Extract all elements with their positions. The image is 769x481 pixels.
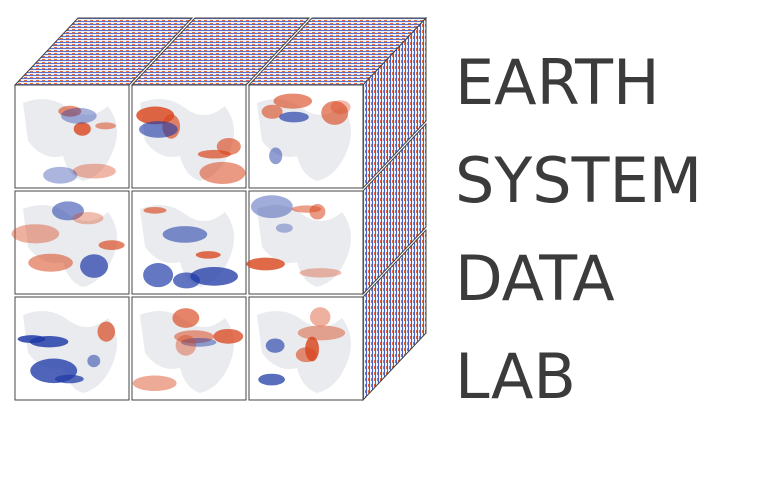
anomaly-orange — [172, 308, 200, 328]
title-line-lab: LAB — [455, 340, 576, 413]
anomaly-blue — [17, 335, 46, 343]
anomaly-blue — [279, 111, 309, 123]
anomaly-orange — [199, 161, 246, 184]
anomaly-orange — [132, 375, 177, 391]
anomaly-orange — [98, 240, 125, 250]
anomaly-blue — [180, 337, 217, 347]
map-landmass — [140, 311, 234, 393]
anomaly-orange — [73, 122, 91, 136]
title-line-earth: EARTH — [455, 46, 660, 119]
anomaly-blue — [190, 267, 238, 286]
anomaly-blue — [143, 263, 174, 288]
map-landmass — [257, 205, 351, 287]
anomaly-orange — [213, 328, 244, 344]
anomaly-orange — [309, 203, 326, 220]
anomaly-blue — [269, 147, 283, 165]
anomaly-orange — [305, 336, 319, 362]
anomaly-orange — [58, 105, 82, 117]
anomaly-blue — [162, 226, 208, 243]
anomaly-orange — [195, 251, 221, 259]
title-line-system: SYSTEM — [455, 144, 703, 217]
anomaly-blue — [54, 374, 84, 384]
anomaly-orange — [97, 321, 116, 342]
anomaly-orange — [309, 307, 331, 327]
anomaly-blue — [250, 195, 293, 219]
anomaly-orange — [297, 325, 346, 341]
anomaly-blue — [51, 201, 84, 221]
anomaly-orange — [321, 100, 349, 125]
anomaly-orange — [95, 122, 117, 130]
anomaly-orange — [216, 137, 241, 156]
map-landmass — [23, 99, 117, 181]
anomaly-blue — [265, 338, 285, 353]
data-cube-icon — [11, 16, 428, 402]
map-landmass — [140, 205, 234, 287]
anomaly-orange — [28, 253, 73, 272]
map-landmass — [23, 311, 117, 393]
anomaly-orange — [273, 93, 313, 109]
anomaly-orange — [72, 212, 104, 225]
title-line-data: DATA — [455, 242, 615, 315]
anomaly-orange — [261, 104, 283, 119]
anomaly-orange — [143, 207, 167, 214]
anomaly-orange — [175, 334, 197, 356]
anomaly-blue — [139, 121, 178, 138]
anomaly-orange — [11, 224, 60, 244]
anomaly-blue — [80, 254, 109, 278]
anomaly-orange — [72, 163, 116, 179]
anomaly-blue — [60, 107, 97, 124]
anomaly-blue — [87, 354, 101, 368]
anomaly-orange — [299, 268, 342, 278]
anomaly-orange — [246, 257, 286, 271]
anomaly-blue — [275, 223, 293, 233]
anomaly-orange — [174, 330, 214, 344]
anomaly-orange — [330, 100, 351, 115]
anomaly-blue — [43, 166, 78, 184]
anomaly-blue — [258, 373, 285, 386]
